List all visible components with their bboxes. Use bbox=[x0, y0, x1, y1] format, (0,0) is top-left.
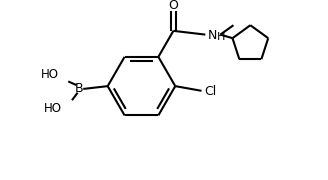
Text: Cl: Cl bbox=[204, 85, 216, 98]
Text: HO: HO bbox=[44, 102, 62, 115]
Text: HO: HO bbox=[40, 68, 58, 81]
Text: H: H bbox=[216, 32, 225, 42]
Text: O: O bbox=[169, 0, 178, 12]
Text: B: B bbox=[74, 82, 83, 94]
Text: N: N bbox=[208, 29, 217, 42]
